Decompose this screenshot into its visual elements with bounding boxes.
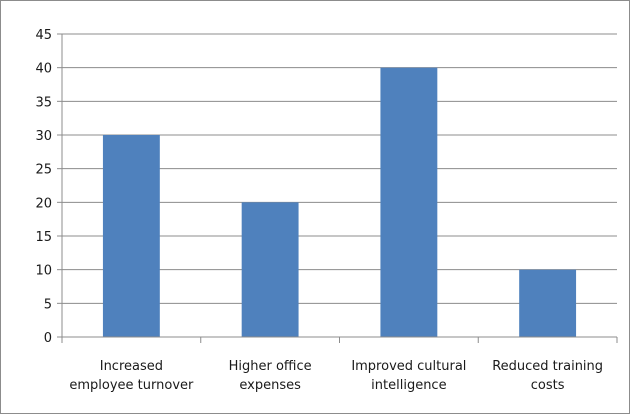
x-tick-label-2-line-1: Higher office [229, 359, 312, 374]
x-tick-label-2: Higher office expenses [229, 359, 312, 393]
x-tick-label-1-line-2: employee turnover [69, 378, 194, 393]
x-tick-label-4: Reduced training costs [492, 359, 603, 393]
bar-2 [241, 202, 299, 337]
y-tick-label-5: 5 [44, 297, 52, 312]
x-tick-label-3: Improved cultural intelligence [351, 359, 466, 393]
y-tick-label-25: 25 [35, 163, 52, 178]
y-tick-label-20: 20 [35, 196, 52, 211]
y-tick-label-40: 40 [35, 62, 52, 77]
y-tick-label-35: 35 [35, 95, 52, 110]
bar-1 [102, 135, 160, 337]
y-tick-label-10: 10 [35, 264, 52, 279]
bar-4 [519, 269, 577, 337]
y-tick-label-30: 30 [35, 129, 52, 144]
x-tick-label-4-line-2: costs [531, 378, 565, 393]
x-tick-label-4-line-1: Reduced training [492, 359, 603, 374]
x-tick-label-1-line-1: Increased [100, 359, 163, 374]
y-tick-label-15: 15 [35, 230, 52, 245]
x-tick-label-3-line-2: intelligence [371, 378, 446, 393]
y-tick-label-45: 45 [35, 28, 52, 43]
y-tick-label-0: 0 [44, 331, 52, 346]
x-tick-label-2-line-2: expenses [239, 378, 301, 393]
x-tick-label-1: Increased employee turnover [69, 359, 194, 393]
bar-3 [380, 67, 438, 338]
x-tick-label-3-line-1: Improved cultural [351, 359, 466, 374]
